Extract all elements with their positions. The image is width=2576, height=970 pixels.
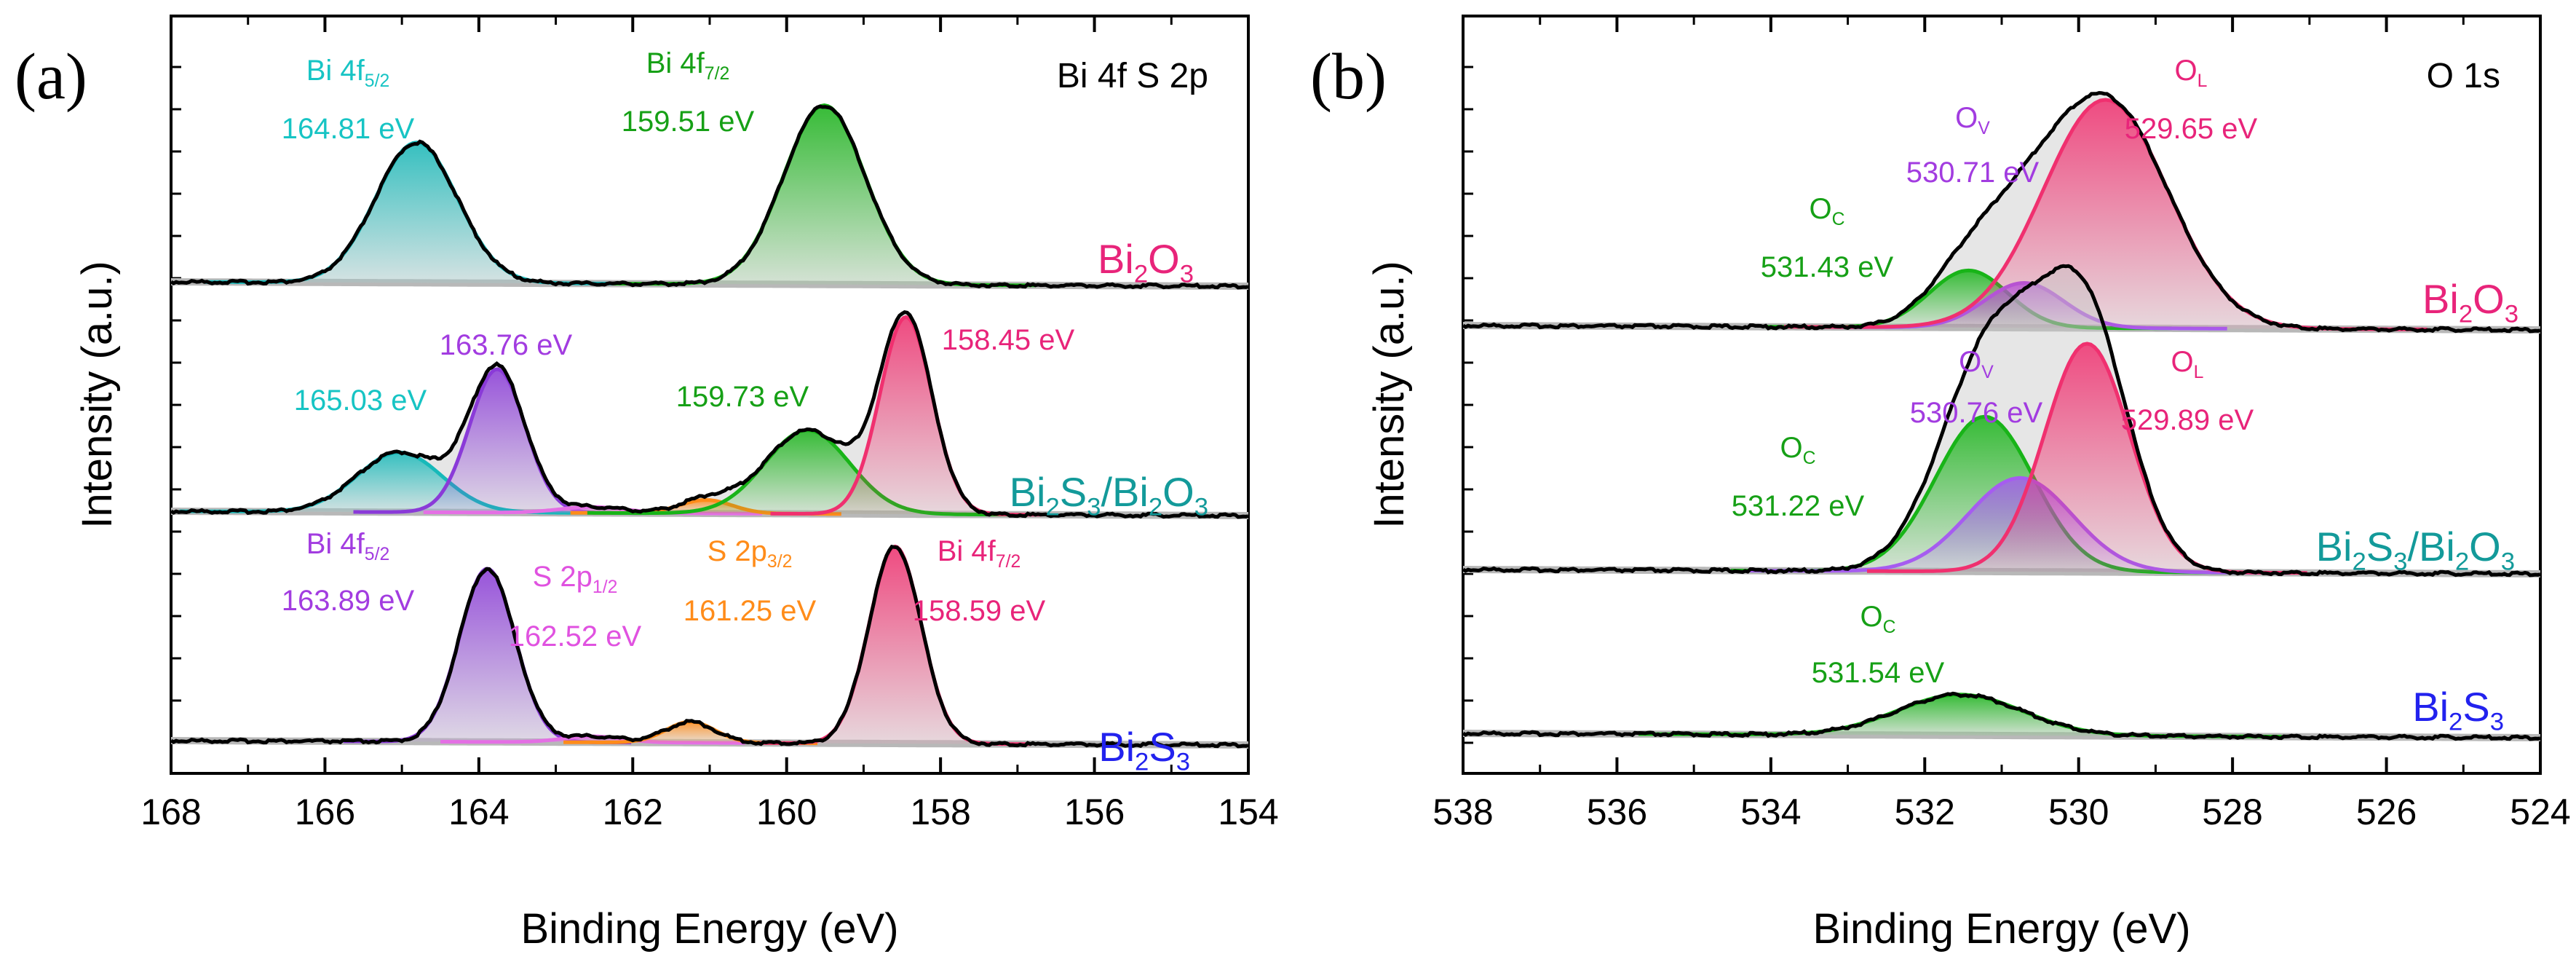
peak-fill (1867, 343, 2307, 573)
sample-label: Bi2S3/Bi2O3 (2316, 524, 2515, 575)
spectrum: Bi2O3 Bi 4f5/2 164.81 eV Bi 4f7/2 159.51 eV (170, 47, 1249, 290)
x-tick-label: 162 (603, 792, 663, 832)
peak-energy-label: 159.51 eV (622, 106, 755, 138)
sample-label: Bi2S3/Bi2O3 (1010, 469, 1208, 521)
spectrum: Bi2O3 OC 531.43 eV OV 530.71 eV OL 529.65 eV (1462, 55, 2541, 334)
envelope-fill (1463, 93, 2540, 330)
panel-b: 538 536 534 532 530 528 526 524 Binding Energy (… (1310, 15, 2571, 953)
peak-name-label: OL (2171, 346, 2204, 382)
spectrum: Bi2S3 Bi 4f5/2 163.89 eV S 2p1/2 162.52 eV S … (170, 528, 1249, 776)
spectrum: Bi2S3/Bi2O3 OC 531.22 eV OV 530.76 eV OL 529.8… (1462, 264, 2541, 577)
x-tick-label: 534 (1740, 792, 1801, 832)
x-tick-label: 528 (2202, 792, 2262, 832)
peak-name-label: Bi 4f7/2 (646, 47, 730, 84)
data-line (1462, 691, 2541, 741)
peak-name-label: S 2p3/2 (708, 535, 793, 572)
sample-label: Bi2O3 (2422, 276, 2518, 328)
x-axis-label: Binding Energy (eV) (520, 905, 898, 953)
panel-title: O 1s (2427, 57, 2500, 95)
peak-name-label: Bi 4f5/2 (306, 55, 390, 91)
sample-label: Bi2S3 (1098, 724, 1190, 776)
panel-a: 168 166 164 162 160 158 156 154 Binding Energy (… (15, 15, 1279, 953)
peak-energy-label: 158.59 eV (913, 595, 1046, 627)
x-tick-label: 156 (1064, 792, 1125, 832)
peak-fill (343, 569, 632, 743)
x-axis-label: Binding Energy (eV) (1812, 905, 2190, 953)
spectrum: Bi2S3 OC 531.54 eV (1462, 601, 2541, 741)
peak-energy-label: 529.89 eV (2121, 404, 2254, 436)
peak-fill (1638, 694, 2282, 737)
envelope-fill (171, 546, 1248, 745)
peak-energy-label: 161.25 eV (683, 595, 817, 627)
data-line (170, 104, 1249, 290)
x-tick-label: 166 (295, 792, 355, 832)
peak-energy-label: 531.43 eV (1761, 251, 1894, 283)
peak-fill (563, 722, 817, 744)
x-tick-label: 168 (140, 792, 201, 832)
data-line (1462, 264, 2541, 577)
peak-energy-label: 159.73 eV (676, 381, 809, 413)
peak-fill (353, 369, 641, 513)
x-tick-label: 164 (448, 792, 509, 832)
peak-name-label: OC (1860, 601, 1895, 637)
panel-letter: (b) (1310, 41, 1387, 113)
x-tick-label: 536 (1587, 792, 1647, 832)
peak-energy-label: 163.89 eV (282, 585, 415, 617)
y-axis-label: Intensity (a.u.) (1366, 261, 1413, 528)
panel-letter: (a) (15, 41, 87, 113)
x-tick-label: 532 (1895, 792, 1955, 832)
envelope-fill (171, 311, 1248, 516)
x-tick-label: 526 (2356, 792, 2417, 832)
peak-name-label: OC (1780, 432, 1815, 468)
spectrum: Bi2S3/Bi2O3 165.03 eV 163.76 eV 159.73 eV 15… (170, 309, 1249, 521)
peak-fill (423, 507, 762, 514)
peak-fill (587, 430, 1028, 515)
x-tick-label: 530 (2048, 792, 2109, 832)
peak-name-label: OV (1959, 346, 1994, 382)
peak-name-label: S 2p1/2 (533, 561, 618, 597)
peak-fill (440, 736, 745, 744)
peak-energy-label: 165.03 eV (294, 385, 427, 417)
peak-fill (770, 317, 1042, 515)
peak-energy-label: 162.52 eV (509, 620, 642, 652)
y-axis-label: Intensity (a.u.) (74, 261, 121, 528)
peak-energy-label: 529.65 eV (2125, 113, 2258, 145)
x-tick-label: 154 (1218, 792, 1278, 832)
x-tick-label: 524 (2510, 792, 2570, 832)
sample-label: Bi2S3 (2412, 684, 2504, 736)
peak-name-label: OL (2175, 55, 2208, 91)
data-line (170, 309, 1249, 519)
envelope-fill (1463, 267, 2540, 574)
sample-label: Bi2O3 (1098, 236, 1194, 288)
peak-fill (759, 546, 1031, 744)
data-line (170, 544, 1249, 749)
x-tick-label: 160 (756, 792, 817, 832)
peak-energy-label: 530.76 eV (1910, 397, 2043, 429)
peak-fill (205, 142, 628, 284)
peak-fill (1783, 100, 2428, 330)
panel-title: Bi 4f S 2p (1057, 57, 1208, 95)
peak-fill (1765, 270, 2172, 328)
x-tick-label: 158 (910, 792, 970, 832)
peak-energy-label: 531.54 eV (1812, 657, 1945, 689)
peak-energy-label: 530.71 eV (1906, 157, 2040, 189)
peak-energy-label: 163.76 eV (440, 329, 573, 361)
peak-name-label: OV (1955, 102, 1990, 138)
peak-energy-label: 531.22 eV (1732, 490, 1865, 522)
data-line (1462, 90, 2541, 334)
peak-name-label: OC (1809, 193, 1844, 229)
x-tick-label: 538 (1432, 792, 1493, 832)
peak-energy-label: 158.45 eV (942, 324, 1075, 356)
peak-name-label: Bi 4f7/2 (938, 535, 1021, 572)
peak-fill (179, 452, 620, 513)
peak-name-label: Bi 4f5/2 (306, 528, 390, 564)
peak-fill (612, 105, 1037, 285)
peak-energy-label: 164.81 eV (282, 113, 415, 145)
